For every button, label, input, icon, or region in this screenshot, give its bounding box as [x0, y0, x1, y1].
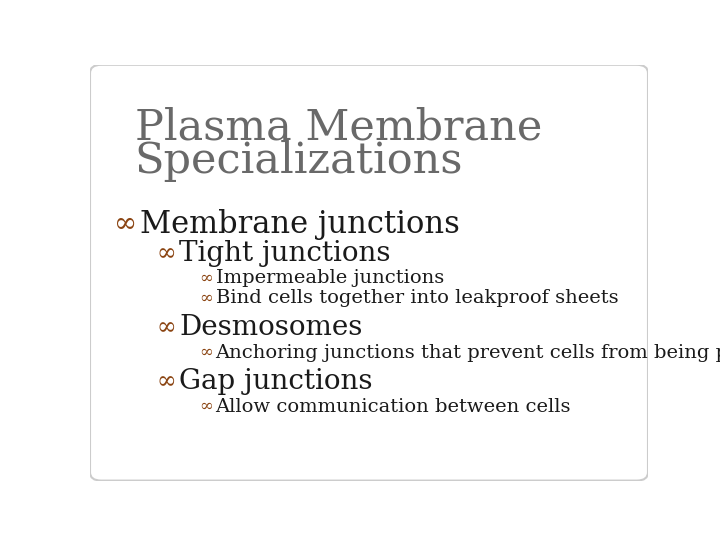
- Text: ∞: ∞: [157, 242, 176, 266]
- Text: ∞: ∞: [199, 398, 213, 415]
- Text: Specializations: Specializations: [135, 140, 463, 183]
- Text: Allow communication between cells: Allow communication between cells: [215, 397, 571, 416]
- Text: ∞: ∞: [199, 344, 213, 361]
- Text: ∞: ∞: [199, 269, 213, 287]
- Text: Anchoring junctions that prevent cells from being pulled apart: Anchoring junctions that prevent cells f…: [215, 343, 720, 362]
- Text: ∞: ∞: [157, 370, 176, 393]
- Text: Tight junctions: Tight junctions: [179, 240, 391, 267]
- Text: Bind cells together into leakproof sheets: Bind cells together into leakproof sheet…: [215, 289, 618, 307]
- Text: Desmosomes: Desmosomes: [179, 314, 363, 341]
- Text: ∞: ∞: [199, 290, 213, 307]
- Text: Impermeable junctions: Impermeable junctions: [215, 269, 444, 287]
- FancyBboxPatch shape: [90, 65, 648, 481]
- Text: Gap junctions: Gap junctions: [179, 368, 373, 395]
- Text: ∞: ∞: [157, 316, 176, 339]
- Text: Plasma Membrane: Plasma Membrane: [135, 106, 542, 148]
- Text: ∞: ∞: [114, 211, 138, 238]
- Text: Membrane junctions: Membrane junctions: [140, 210, 460, 240]
